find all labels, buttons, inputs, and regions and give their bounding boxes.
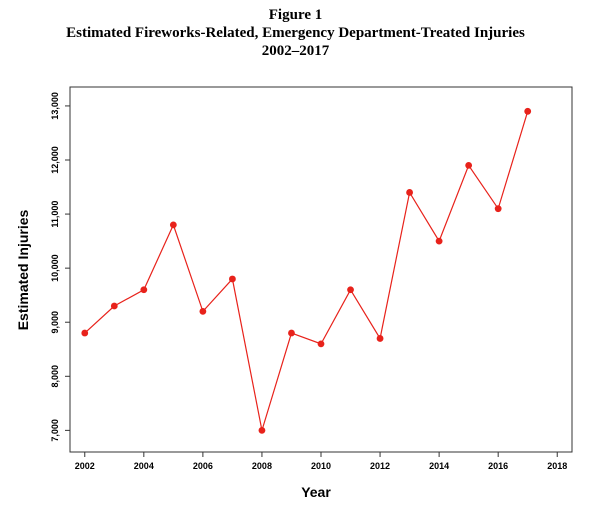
data-point [317,340,325,348]
data-point [376,335,384,342]
data-point [140,286,148,294]
series-line [84,111,529,431]
x-tick-label: 2002 [75,461,95,471]
y-axis-label: Estimated Injuries [15,209,31,330]
y-axis: 7,000 8,000 9,000 10,000 11,000 12,000 13,000 [50,92,70,442]
x-tick-label: 2006 [193,461,213,471]
x-axis: 2002 2004 2006 2008 2010 2012 2014 2016 2018 [75,452,567,471]
x-tick-label: 2010 [311,461,331,471]
data-point [81,329,89,337]
data-point [258,426,266,434]
plot-frame [69,86,573,453]
y-tick-label: 13,000 [50,92,60,120]
data-point [199,308,207,315]
data-point [110,302,118,310]
data-point [347,286,354,294]
x-tick-label: 2008 [252,461,272,471]
data-point [494,205,502,213]
x-tick-label: 2016 [488,461,508,471]
x-axis-label: Year [301,484,331,500]
y-tick-label: 11,000 [50,201,60,228]
data-point [406,189,413,196]
figure-title: Estimated Fireworks-Related, Emergency D… [66,25,525,41]
y-tick-label: 10,000 [50,254,60,282]
y-tick-label: 8,000 [50,365,60,388]
figure-subtitle: 2002–2017 [261,43,330,59]
data-point [288,329,295,337]
series-layer [81,107,532,434]
x-tick-label: 2004 [134,461,154,471]
x-tick-label: 2018 [547,461,567,471]
data-point [435,237,443,245]
data-point [229,275,236,283]
y-tick-label: 9,000 [50,311,60,334]
x-tick-label: 2012 [370,461,390,471]
y-tick-label: 12,000 [50,146,60,174]
data-point [465,162,473,169]
data-point [524,107,532,115]
x-tick-label: 2014 [429,461,449,471]
y-tick-label: 7,000 [50,419,60,442]
data-point [169,221,177,229]
figure-header: Figure 1 Estimated Fireworks-Related, Em… [0,6,591,60]
figure-number: Figure 1 [268,7,323,23]
